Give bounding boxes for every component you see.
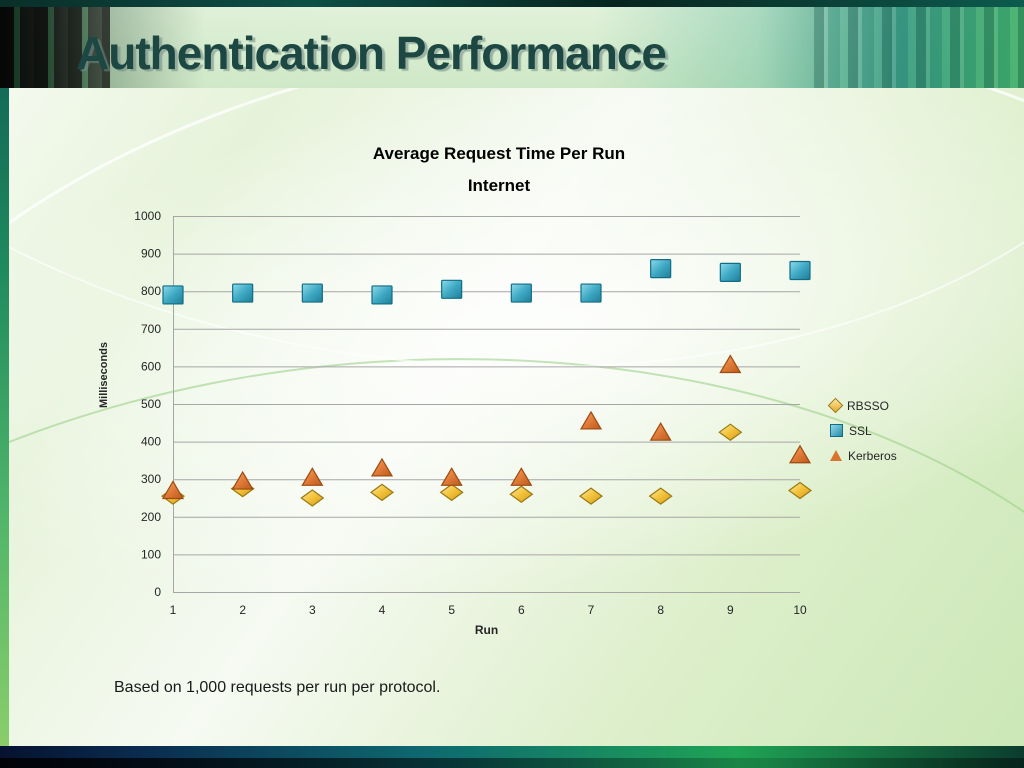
svg-text:10: 10 [793,603,807,617]
banner-texture-left [0,0,110,88]
chart-legend: RBSSO SSL Kerberos [827,393,897,468]
legend-label-kerberos: Kerberos [848,448,897,463]
series-SSL [162,259,811,305]
svg-text:300: 300 [141,472,161,486]
triangle-marker-icon [830,450,842,461]
svg-text:5: 5 [448,603,455,617]
svg-text:7: 7 [588,603,595,617]
bottom-edge-bar [0,746,1024,768]
svg-text:2: 2 [239,603,246,617]
svg-text:800: 800 [141,284,161,298]
slide-title: Authentication Performance [76,27,667,79]
x-axis-title: Run [474,623,499,637]
series-Kerberos [161,354,812,500]
svg-text:500: 500 [141,397,161,411]
svg-text:9: 9 [727,603,734,617]
legend-item-rbsso: RBSSO [827,393,897,418]
svg-text:1000: 1000 [134,209,161,223]
legend-label-ssl: SSL [849,423,872,438]
svg-text:6: 6 [518,603,525,617]
legend-item-ssl: SSL [830,418,897,443]
banner-texture-right [814,0,1024,88]
left-edge-stripe [0,0,9,768]
svg-text:200: 200 [141,510,161,524]
svg-text:4: 4 [379,603,386,617]
svg-text:700: 700 [141,322,161,336]
chart-title-line1: Average Request Time Per Run [372,144,626,163]
legend-item-kerberos: Kerberos [830,443,897,468]
top-edge-strip [0,0,1024,7]
svg-text:8: 8 [657,603,664,617]
svg-text:0: 0 [154,585,161,599]
square-marker-icon [830,424,843,437]
svg-text:1: 1 [170,603,177,617]
y-axis-title: Milliseconds [98,341,110,408]
svg-text:400: 400 [141,435,161,449]
title-banner [0,0,1024,88]
svg-text:900: 900 [141,247,161,261]
gridlines [173,216,800,593]
diamond-marker-icon [827,397,844,414]
legend-label-rbsso: RBSSO [847,398,890,413]
footer-note: Based on 1,000 requests per run per prot… [114,679,441,696]
x-tick-labels: 1 2 3 4 5 6 7 8 9 10 [170,603,807,617]
svg-text:100: 100 [141,547,161,561]
svg-text:3: 3 [309,603,316,617]
svg-text:600: 600 [141,359,161,373]
y-tick-labels: 0 100 200 300 400 500 600 700 800 900 1000 [134,209,161,599]
chart-title-line2: Internet [467,176,531,195]
series-RBSSO [160,423,813,507]
chart-title: Average Request Time Per Run Internet [199,138,799,202]
